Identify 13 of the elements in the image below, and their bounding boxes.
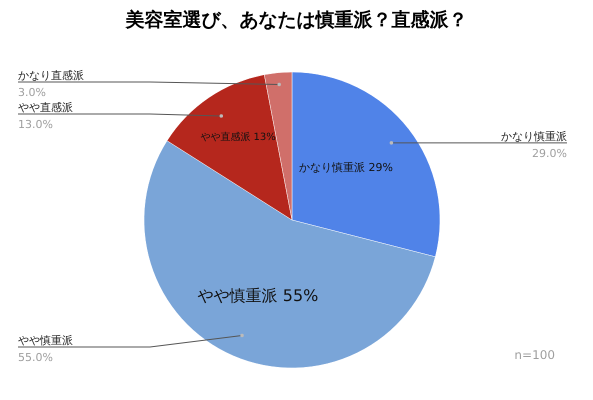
chart-title: 美容室選び、あなたは慎重派？直感派？ [124, 9, 468, 31]
data-label: 13.0% [18, 118, 53, 131]
data-label: 3.0% [18, 86, 46, 99]
text: かなり慎重派 29% [299, 161, 393, 174]
slice-label: かなり慎重派 [501, 130, 567, 143]
slice-label: やや直感派 [18, 101, 73, 114]
data-label: 55.0% [18, 351, 53, 364]
text: n=100 [514, 348, 555, 362]
slice-label: かなり直感派 [18, 69, 84, 82]
text: やや直感派 13% [200, 131, 276, 143]
text: やや慎重派 55% [198, 286, 318, 305]
slice-label: やや慎重派 [18, 334, 73, 347]
data-label: 29.0% [532, 146, 567, 160]
